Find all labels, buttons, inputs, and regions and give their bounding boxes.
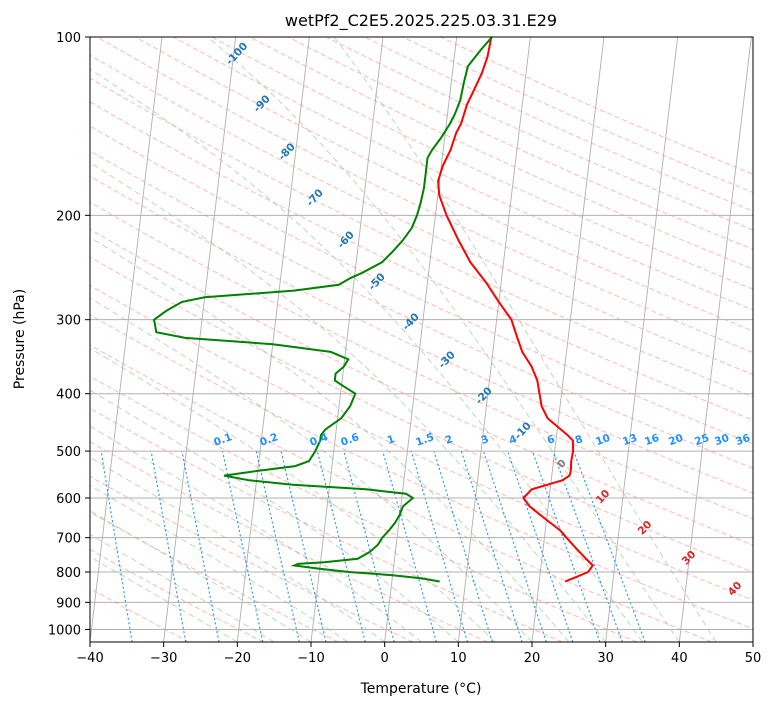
mixing-ratio-line (255, 450, 300, 642)
dry-adiabat-line (90, 101, 753, 421)
mixing-ratio-label: 3 (480, 433, 491, 447)
mixing-ratio-label: 36 (734, 432, 752, 448)
x-tick-label: −40 (76, 651, 103, 666)
mixing-ratio-line (221, 450, 264, 642)
mixing-ratio-line (181, 450, 220, 642)
y-tick-label: 100 (56, 31, 81, 46)
dry-adiabat-line (90, 150, 753, 469)
isotherm-line (531, 37, 605, 642)
y-tick-label: 300 (56, 314, 81, 329)
mixing-ratio-label: 0.1 (212, 431, 234, 449)
mixing-ratio-label: 1.5 (414, 431, 436, 449)
y-tick-label: 900 (56, 596, 81, 611)
mixing-ratio-line (482, 450, 547, 642)
mixing-ratio-label: 0.2 (258, 431, 280, 449)
mixing-ratio-label: 10 (594, 432, 612, 448)
dry-adiabat-line (90, 548, 264, 642)
y-tick-label: 700 (56, 532, 81, 547)
isotherm-line (90, 37, 163, 642)
mixing-ratio-label-group: 0.1 0.2 0.4 0.6 1 1.5 2 3 4 6 8 10 13 16 20 25 30 36 (212, 431, 752, 449)
dry-adiabat-line (90, 587, 190, 642)
dewpoint-series-line (153, 37, 493, 583)
y-axis: 100 200 300 400 500 600 700 800 900 1000 (48, 31, 90, 638)
isotherm-line (605, 37, 679, 642)
x-axis-label: Temperature (°C) (360, 681, 482, 697)
moist-adiabat-line (90, 297, 533, 642)
mixing-ratio-label: 30 (713, 432, 731, 448)
mixing-ratio-line (280, 450, 327, 642)
isotherm-line (236, 37, 310, 642)
x-tick-label: 30 (597, 651, 614, 666)
x-tick-label: −20 (224, 651, 251, 666)
mixing-ratio-label: 6 (546, 433, 557, 447)
mixing-ratio-line (316, 450, 366, 642)
mixing-ratio-label: 2 (444, 433, 455, 447)
x-tick-label: 0 (381, 651, 389, 666)
plot-frame (89, 36, 754, 643)
mixing-ratio-line (460, 450, 523, 642)
mixing-ratio-label: 16 (643, 432, 661, 448)
mixing-ratio-line (150, 451, 187, 642)
mixing-ratio-line (100, 451, 133, 642)
background-lines (90, 37, 753, 642)
mixing-ratio-line (507, 450, 574, 642)
dry-adiabat-line (90, 441, 488, 642)
moist-adiabat-line (333, 37, 717, 642)
isotherm-line (678, 37, 752, 642)
dry-adiabat-line (90, 228, 753, 546)
dry-adiabat-line (90, 175, 753, 494)
moist-adiabat-line (90, 347, 496, 642)
moist-adiabat-line (90, 484, 349, 642)
mixing-ratio-label: 0.4 (308, 431, 330, 449)
y-tick-label: 600 (56, 492, 81, 507)
moist-adiabat-line (207, 37, 680, 642)
x-tick-label: −10 (297, 651, 324, 666)
y-tick-label: 200 (56, 209, 81, 224)
dry-adiabat-line (90, 375, 638, 642)
y-tick-label: 500 (56, 445, 81, 460)
dry-adiabat-line (90, 54, 753, 376)
moist-adiabat-line (90, 425, 422, 642)
x-tick-label: 20 (524, 651, 541, 666)
y-tick-label: 1000 (48, 623, 81, 638)
x-tick-label: 40 (671, 651, 688, 666)
x-tick-label: 50 (745, 651, 762, 666)
moist-adiabat-line (90, 236, 570, 642)
isotherm-line (384, 37, 458, 642)
mixing-ratio-label: 4 (508, 433, 519, 447)
mixing-ratio-line (410, 450, 469, 642)
dry-adiabat-line (90, 407, 563, 642)
temperature-series-line (437, 37, 594, 583)
moist-adiabat-line (90, 456, 385, 642)
x-tick-label: −30 (150, 651, 177, 666)
isobar-gridlines (90, 37, 753, 630)
moist-adiabat-line (90, 68, 643, 642)
mixing-ratio-label: 20 (667, 432, 685, 448)
dry-adiabat-line (90, 77, 753, 398)
moist-adiabat-line (90, 161, 607, 642)
moist-adiabat-line (90, 389, 459, 642)
dry-adiabat-line (90, 314, 753, 630)
y-tick-label: 400 (56, 388, 81, 403)
dry-adiabat-line (90, 125, 753, 445)
y-axis-label: Pressure (hPa) (12, 289, 28, 389)
mixing-ratio-line (382, 450, 437, 642)
isotherm-line (457, 37, 531, 642)
mixing-ratio-label: 1 (386, 433, 397, 447)
mixing-ratio-line (433, 450, 493, 642)
mixing-ratio-label: 13 (621, 432, 639, 448)
mixing-ratio-label: 8 (574, 433, 585, 447)
mixing-ratio-label: 0.6 (339, 431, 361, 449)
dry-adiabat-line (90, 344, 712, 642)
mixing-ratio-label: 25 (693, 432, 711, 448)
x-tick-label: 10 (450, 651, 467, 666)
profile-series (153, 37, 594, 583)
x-axis: −40 −30 −20 −10 0 10 20 30 40 50 (76, 642, 761, 666)
y-tick-label: 800 (56, 566, 81, 581)
mixing-ratio-line (343, 450, 395, 642)
chart-title: wetPf2_C2E5.2025.225.03.31.E29 (285, 11, 557, 31)
isotherm-line (310, 37, 384, 642)
